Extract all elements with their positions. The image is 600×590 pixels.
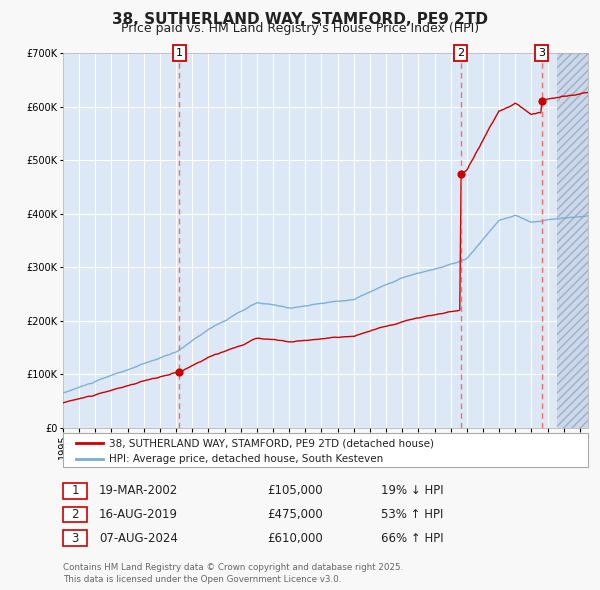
Text: 38, SUTHERLAND WAY, STAMFORD, PE9 2TD (detached house): 38, SUTHERLAND WAY, STAMFORD, PE9 2TD (d… — [109, 438, 434, 448]
Point — [537, 97, 547, 106]
Text: 1: 1 — [176, 48, 183, 58]
Text: 3: 3 — [71, 532, 79, 545]
Text: 19-MAR-2002: 19-MAR-2002 — [99, 484, 178, 497]
Text: 66% ↑ HPI: 66% ↑ HPI — [381, 532, 443, 545]
Text: Contains HM Land Registry data © Crown copyright and database right 2025.
This d: Contains HM Land Registry data © Crown c… — [63, 563, 403, 584]
Point — [456, 169, 466, 178]
Text: 19% ↓ HPI: 19% ↓ HPI — [381, 484, 443, 497]
Text: 38, SUTHERLAND WAY, STAMFORD, PE9 2TD: 38, SUTHERLAND WAY, STAMFORD, PE9 2TD — [112, 12, 488, 27]
Point — [175, 367, 184, 376]
Text: 2: 2 — [71, 508, 79, 521]
Text: 2: 2 — [457, 48, 464, 58]
Text: 16-AUG-2019: 16-AUG-2019 — [99, 508, 178, 521]
Text: £610,000: £610,000 — [267, 532, 323, 545]
Bar — [557, 53, 588, 428]
Text: 1: 1 — [71, 484, 79, 497]
Text: 53% ↑ HPI: 53% ↑ HPI — [381, 508, 443, 521]
Text: £475,000: £475,000 — [267, 508, 323, 521]
Text: HPI: Average price, detached house, South Kesteven: HPI: Average price, detached house, Sout… — [109, 454, 383, 464]
Text: £105,000: £105,000 — [267, 484, 323, 497]
Text: 3: 3 — [538, 48, 545, 58]
Text: Price paid vs. HM Land Registry's House Price Index (HPI): Price paid vs. HM Land Registry's House … — [121, 22, 479, 35]
Text: 07-AUG-2024: 07-AUG-2024 — [99, 532, 178, 545]
